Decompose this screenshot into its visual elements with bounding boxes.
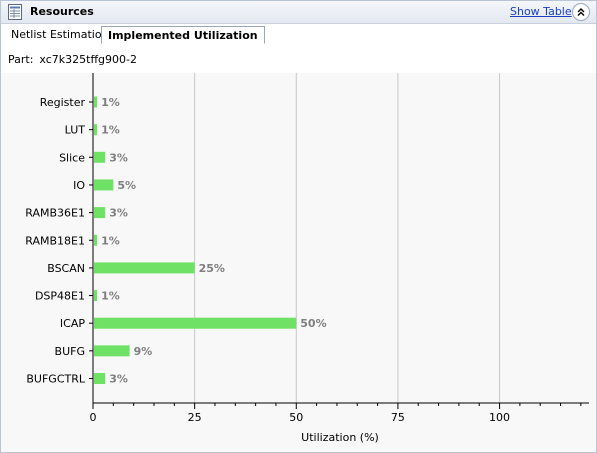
bar-ramb36e1 <box>94 207 105 218</box>
panel-title: Resources <box>30 5 94 18</box>
panel-titlebar: Resources Show Table <box>1 1 596 24</box>
value-label: 25% <box>199 262 225 275</box>
bar-register <box>94 97 97 108</box>
bar-bufg <box>94 345 130 356</box>
category-label: Register <box>40 96 86 109</box>
category-label: BUFGCTRL <box>26 373 85 386</box>
value-label: 5% <box>117 179 136 192</box>
category-label: RAMB36E1 <box>25 207 85 220</box>
x-tick-label: 50 <box>289 411 303 424</box>
tab-netlist-estimation[interactable]: Netlist Estimation <box>5 26 115 44</box>
value-label: 1% <box>101 290 120 303</box>
bar-icap <box>94 318 296 329</box>
value-label: 3% <box>109 207 128 220</box>
utilization-bar-chart: 1% 1% 3% 5% 3% 1% 25% 1% 50% 9% 3% 0 25 50 75 100 Regis… <box>1 73 596 452</box>
bar-dsp48e1 <box>94 290 97 301</box>
category-label: BUFG <box>55 345 85 358</box>
x-tick-label: 0 <box>90 411 97 424</box>
part-info: Part: xc7k325tffg900-2 <box>8 53 137 66</box>
value-label: 1% <box>101 124 120 137</box>
bar-bscan <box>94 262 195 273</box>
category-label: ICAP <box>60 317 85 330</box>
part-label: Part: <box>8 53 33 66</box>
bar-lut <box>94 124 97 135</box>
x-tick-label: 100 <box>489 411 510 424</box>
x-axis-title: Utilization (%) <box>301 431 379 444</box>
bar-layer: 1% 1% 3% 5% 3% 1% 25% 1% 50% 9% 3% <box>94 96 327 386</box>
grid-layer <box>195 73 500 403</box>
utilization-chart: 1% 1% 3% 5% 3% 1% 25% 1% 50% 9% 3% 0 25 50 75 100 Regis… <box>1 73 596 452</box>
tab-implemented-utilization[interactable]: Implemented Utilization <box>101 26 265 44</box>
collapse-button[interactable] <box>572 3 590 21</box>
bar-slice <box>94 152 105 163</box>
category-label: DSP48E1 <box>35 290 85 303</box>
value-label: 9% <box>134 345 153 358</box>
bar-bufgctrl <box>94 373 105 384</box>
value-label: 3% <box>109 373 128 386</box>
value-label: 1% <box>101 96 120 109</box>
show-table-link[interactable]: Show Table <box>510 5 572 18</box>
category-label: RAMB18E1 <box>25 234 85 247</box>
value-label: 3% <box>109 151 128 164</box>
double-chevron-up-icon <box>576 7 586 17</box>
category-label: IO <box>73 179 85 192</box>
value-label: 1% <box>101 234 120 247</box>
category-label: BSCAN <box>47 262 85 275</box>
bar-io <box>94 179 113 190</box>
category-label: Slice <box>59 151 85 164</box>
x-tick-label: 25 <box>188 411 202 424</box>
resources-table-icon <box>8 4 22 20</box>
bar-ramb18e1 <box>94 235 97 246</box>
tab-strip: Netlist Estimation Implemented Utilizati… <box>1 24 596 46</box>
category-label: LUT <box>65 124 86 137</box>
value-label: 50% <box>300 317 326 330</box>
x-tick-label: 75 <box>391 411 405 424</box>
part-value: xc7k325tffg900-2 <box>39 53 137 66</box>
